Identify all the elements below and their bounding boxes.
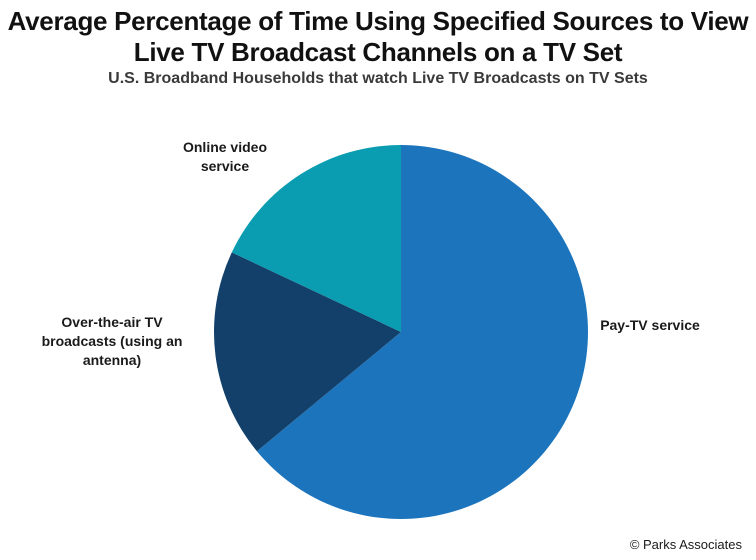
slice-label-over-the-air: Over-the-air TV broadcasts (using an ant… [41,314,183,368]
chart-subtitle: U.S. Broadband Households that watch Liv… [108,70,648,87]
pie-slice-over-the-air [213,252,401,452]
pie-slice-pay-tv [256,145,588,520]
pie-slice-online-video [231,145,401,332]
copyright-notice: © Parks Associates [629,537,742,552]
chart-title: Average Percentage of Time Using Specifi… [7,6,749,67]
slice-label-pay-tv: Pay-TV service [600,317,700,333]
slice-label-online-video: Online video service [182,139,267,174]
